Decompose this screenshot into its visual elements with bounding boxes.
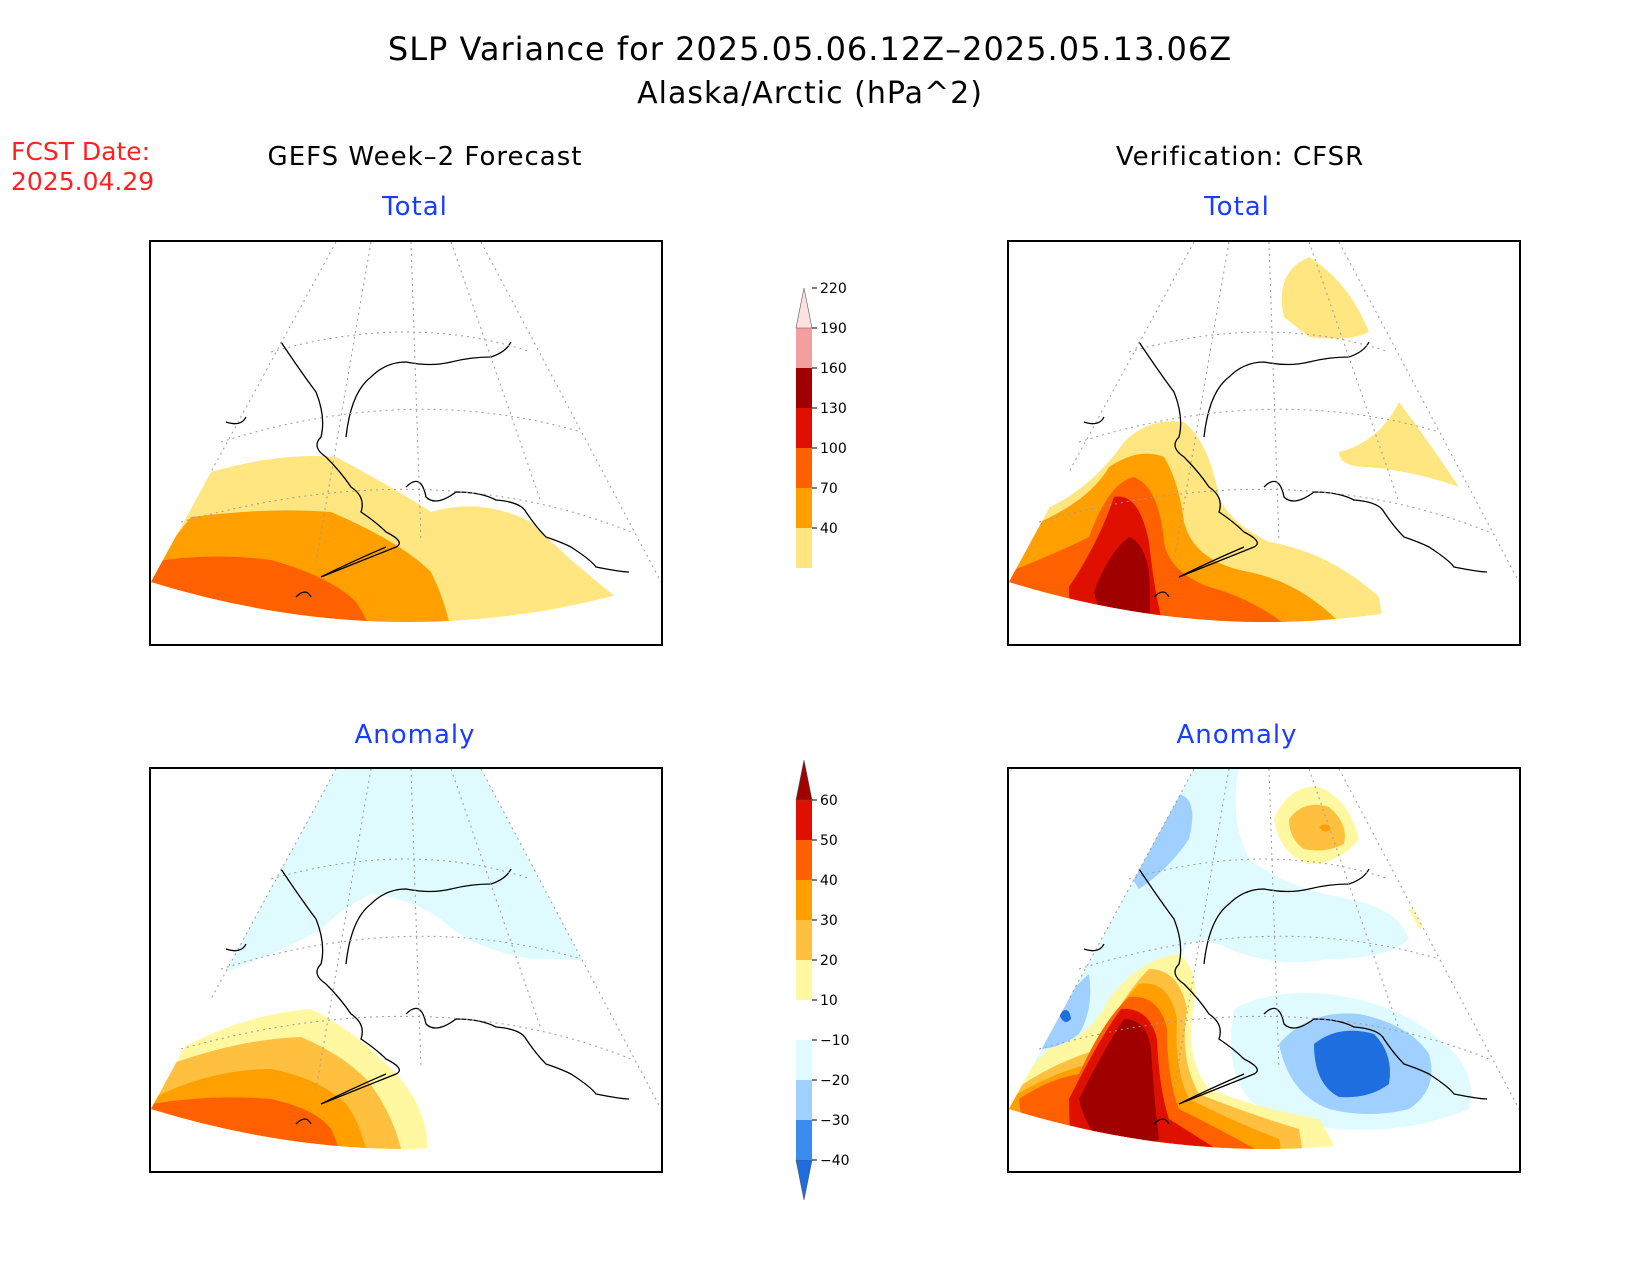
- contour-130-160: [241, 622, 296, 644]
- colorbar-swatch: [796, 840, 812, 880]
- colorbar-label: −30: [820, 1113, 850, 1129]
- panel-title-forecast-anomaly: Anomaly: [354, 720, 476, 750]
- figure-title: SLP Variance for 2025.05.06.12Z–2025.05.…: [387, 30, 1233, 68]
- contour-30-40-north: [1319, 824, 1331, 832]
- colorbar-swatch: [796, 1120, 812, 1160]
- coastline: [225, 868, 630, 1125]
- colorbar-label: 160: [820, 361, 847, 377]
- colorbar-swatch: [796, 920, 812, 960]
- contour-40-70-east: [1339, 402, 1459, 487]
- coastline: [1083, 341, 1488, 598]
- panel-title-forecast-total: Total: [382, 192, 448, 222]
- contour-over-60-south: [1079, 1019, 1159, 1149]
- contour-neg40-neg30-w: [1059, 1010, 1071, 1023]
- forecast-date: FCST Date: 2025.04.29: [11, 137, 154, 197]
- colorbar-swatch: [796, 328, 812, 368]
- colorbar-swatch: [795, 1159, 813, 1201]
- colorbar-swatch: [796, 408, 812, 448]
- colorbar-anomaly-labels: −40 −30 −20 −10 10 20 30 40 50 60: [812, 793, 850, 1169]
- column-title-forecast: GEFS Week–2 Forecast: [267, 142, 583, 172]
- graticule: [1038, 769, 1519, 1110]
- colorbar-swatch: [796, 368, 812, 408]
- forecast-date-value: 2025.04.29: [11, 167, 155, 196]
- colorbar-anomaly-swatches: [795, 759, 813, 1201]
- colorbar-swatch: [795, 759, 813, 801]
- colorbar-label: 50: [820, 833, 838, 849]
- contour-50-60: [226, 1142, 291, 1149]
- column-title-verification: Verification: CFSR: [1115, 142, 1365, 172]
- colorbar-label: 190: [820, 321, 847, 337]
- colorbar-swatch: [796, 488, 812, 528]
- map-forecast-anomaly: [149, 767, 663, 1173]
- graticule: [180, 769, 661, 1110]
- colorbar-label: −20: [820, 1073, 850, 1089]
- contour-20-30-north: [1289, 804, 1345, 851]
- forecast-date-label: FCST Date:: [11, 137, 151, 166]
- colorbar-label: 70: [820, 481, 838, 497]
- colorbar-label: 20: [820, 953, 838, 969]
- map-verification-anomaly: [1007, 767, 1521, 1173]
- colorbar-label: 60: [820, 793, 838, 809]
- colorbar-total-labels: 40 70 100 130 160 190 220: [812, 281, 847, 537]
- colorbar-label: 130: [820, 401, 847, 417]
- colorbar-swatch: [796, 960, 812, 1000]
- colorbar-label: 10: [820, 993, 838, 1009]
- coastline: [225, 341, 630, 598]
- map-forecast-total: [149, 240, 663, 646]
- colorbar-anomaly: −40 −30 −20 −10 10 20 30 40 50 60: [795, 759, 850, 1201]
- panel-title-verification-anomaly: Anomaly: [1176, 720, 1298, 750]
- colorbar-label: 220: [820, 281, 847, 297]
- contour-10-20-east: [1409, 908, 1429, 929]
- contour-130-160-south: [1199, 620, 1239, 622]
- contour-40-70-north: [1281, 257, 1369, 339]
- colorbar-swatch: [796, 1040, 812, 1080]
- colorbar-label: 40: [820, 873, 838, 889]
- figure-subtitle: Alaska/Arctic (hPa^2): [637, 76, 983, 111]
- colorbar-swatch: [796, 800, 812, 840]
- coastline: [1083, 868, 1488, 1125]
- colorbar-total: 40 70 100 130 160 190 220: [795, 281, 847, 568]
- colorbar-swatch: [796, 1000, 812, 1040]
- colorbar-label: −40: [820, 1153, 850, 1169]
- contour-neg20-neg10: [151, 769, 661, 999]
- map-verification-total: [1007, 240, 1521, 646]
- colorbar-label: 30: [820, 913, 838, 929]
- contour-neg40-neg30-east: [1314, 1030, 1390, 1098]
- colorbar-swatch: [796, 448, 812, 488]
- colorbar-label: 100: [820, 441, 847, 457]
- contour-160-190: [1094, 537, 1150, 622]
- contour-100-130: [151, 556, 381, 622]
- colorbar-label: 40: [820, 521, 838, 537]
- colorbar-swatch: [796, 528, 812, 568]
- colorbar-swatch: [796, 1080, 812, 1120]
- graticule: [180, 242, 661, 583]
- colorbar-swatch: [796, 880, 812, 920]
- colorbar-swatch: [795, 287, 813, 329]
- colorbar-label: −10: [820, 1033, 850, 1049]
- colorbar-total-swatches: [795, 287, 813, 568]
- graticule: [1038, 242, 1519, 583]
- panel-title-verification-total: Total: [1204, 192, 1270, 222]
- contour-neg30-neg20-nw: [1129, 794, 1193, 889]
